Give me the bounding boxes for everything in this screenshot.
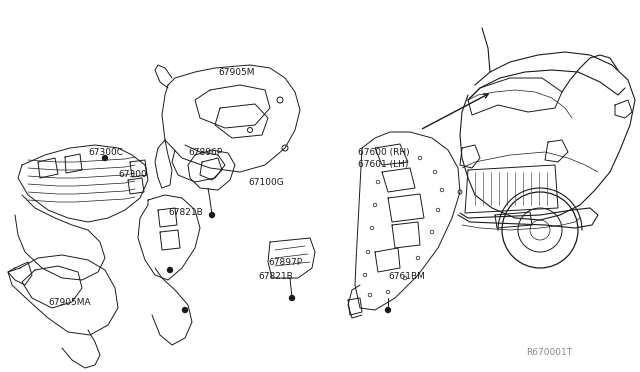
Text: 67300: 67300 bbox=[118, 170, 147, 179]
Text: 67897P: 67897P bbox=[268, 258, 302, 267]
Circle shape bbox=[168, 267, 173, 273]
Text: 67601 (LH): 67601 (LH) bbox=[358, 160, 408, 169]
Text: R670001T: R670001T bbox=[526, 348, 572, 357]
Text: 67821B: 67821B bbox=[258, 272, 292, 281]
Circle shape bbox=[102, 155, 108, 160]
Circle shape bbox=[385, 308, 390, 312]
Text: 67300C: 67300C bbox=[88, 148, 123, 157]
Text: 67600 (RH): 67600 (RH) bbox=[358, 148, 410, 157]
Circle shape bbox=[289, 295, 294, 301]
Text: 67905MA: 67905MA bbox=[48, 298, 91, 307]
Circle shape bbox=[182, 308, 188, 312]
Text: 67100G: 67100G bbox=[248, 178, 284, 187]
Text: 6761BM: 6761BM bbox=[388, 272, 425, 281]
Circle shape bbox=[209, 212, 214, 218]
Text: 67896P: 67896P bbox=[188, 148, 222, 157]
Text: 67905M: 67905M bbox=[218, 68, 255, 77]
Text: 67821B: 67821B bbox=[168, 208, 203, 217]
